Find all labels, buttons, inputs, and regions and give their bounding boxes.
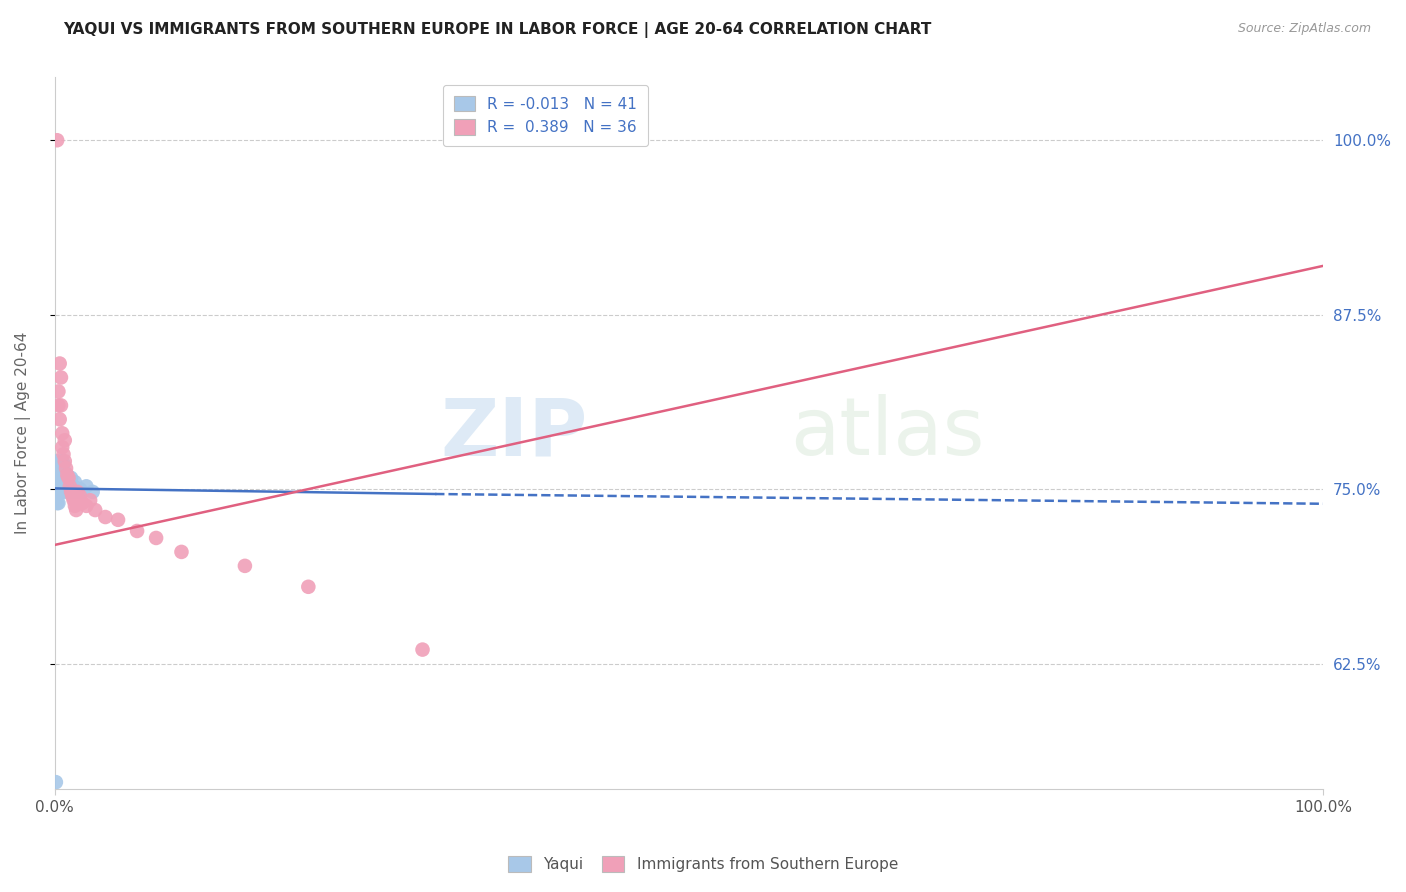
Point (60, 489, 83, 503)
Point (66, 484, 89, 499)
Text: atlas: atlas (790, 394, 984, 472)
Y-axis label: In Labor Force | Age 20-64: In Labor Force | Age 20-64 (15, 332, 31, 534)
Point (60, 471, 83, 485)
Point (51, 426, 73, 441)
Point (412, 642, 434, 657)
Point (49, 475, 72, 490)
Point (72, 496, 94, 510)
Point (75, 479, 97, 493)
Point (49, 370, 72, 384)
Point (233, 558, 256, 573)
Point (48, 482, 70, 496)
Point (125, 524, 148, 538)
Text: Source: ZipAtlas.com: Source: ZipAtlas.com (1237, 22, 1371, 36)
Point (45, 775, 67, 789)
Point (48, 398, 70, 412)
Point (55, 471, 77, 485)
Point (53, 454, 76, 468)
Point (59, 479, 82, 493)
Text: ZIP: ZIP (440, 394, 588, 472)
Text: YAQUI VS IMMIGRANTS FROM SOUTHERN EUROPE IN LABOR FORCE | AGE 20-64 CORRELATION : YAQUI VS IMMIGRANTS FROM SOUTHERN EUROPE… (63, 22, 932, 38)
Point (59, 479, 82, 493)
Point (46, 454, 69, 468)
Legend: R = -0.013   N = 41, R =  0.389   N = 36: R = -0.013 N = 41, R = 0.389 N = 36 (443, 85, 648, 146)
Point (69, 489, 91, 503)
Point (48, 412, 70, 426)
Point (145, 531, 167, 545)
Point (60, 484, 83, 499)
Point (60, 484, 83, 499)
Point (51, 479, 73, 493)
Point (48, 457, 70, 471)
Point (52, 468, 75, 483)
Point (45, 468, 67, 483)
Point (65, 503, 87, 517)
Point (49, 484, 72, 499)
Point (56, 468, 79, 483)
Legend: Yaqui, Immigrants from Southern Europe: Yaqui, Immigrants from Southern Europe (501, 848, 905, 880)
Point (67, 493, 90, 508)
Point (55, 482, 77, 496)
Point (49, 466, 72, 480)
Point (48, 471, 70, 485)
Point (48, 484, 70, 499)
Point (51, 440, 73, 454)
Point (45, 479, 67, 493)
Point (45, 484, 67, 499)
Point (56, 468, 79, 483)
Point (53, 484, 76, 499)
Point (62, 479, 84, 493)
Point (48, 496, 70, 510)
Point (48, 357, 70, 371)
Point (72, 484, 94, 499)
Point (58, 471, 80, 485)
Point (48, 466, 70, 480)
Point (46, 496, 69, 510)
Point (52, 457, 75, 471)
Point (82, 484, 104, 499)
Point (75, 499, 97, 513)
Point (53, 466, 76, 480)
Point (53, 475, 76, 490)
Point (63, 475, 86, 490)
Point (79, 493, 101, 508)
Point (69, 482, 91, 496)
Point (46, 484, 69, 499)
Point (48, 384, 70, 399)
Point (107, 513, 129, 527)
Point (62, 493, 84, 508)
Point (297, 580, 319, 594)
Point (84, 503, 107, 517)
Point (94, 510, 117, 524)
Point (46, 471, 69, 485)
Point (51, 454, 73, 468)
Point (52, 482, 75, 496)
Point (53, 434, 76, 448)
Point (58, 475, 80, 490)
Point (170, 545, 193, 559)
Point (48, 475, 70, 490)
Point (66, 484, 89, 499)
Point (63, 499, 86, 513)
Point (49, 398, 72, 412)
Point (51, 466, 73, 480)
Point (55, 461, 77, 475)
Point (46, 133, 69, 147)
Point (52, 447, 75, 461)
